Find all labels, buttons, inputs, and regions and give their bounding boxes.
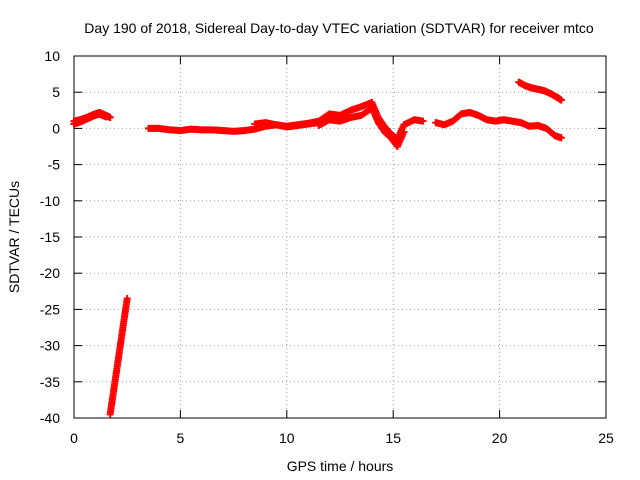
y-tick-label: -5 (48, 157, 61, 173)
x-tick-label: 10 (279, 430, 295, 446)
y-tick-label: -30 (40, 338, 60, 354)
series-segment-1-lower (70, 110, 110, 128)
series-segment-3-upper (515, 78, 565, 104)
data-point (419, 117, 427, 125)
data-point (557, 134, 565, 142)
data-point (400, 128, 408, 136)
x-tick-label: 25 (598, 430, 614, 446)
series-segment-2-lower (315, 104, 408, 150)
y-tick-label: -10 (40, 193, 60, 209)
y-tick-label: -25 (40, 301, 60, 317)
x-axis-label: GPS time / hours (287, 458, 394, 474)
x-tick-label: 0 (70, 430, 78, 446)
x-tick-labels: 0 5 10 15 20 25 (70, 430, 614, 446)
chart-title: Day 190 of 2018, Sidereal Day-to-day VTE… (84, 20, 594, 36)
y-axis-label: SDTVAR / TECUs (6, 181, 22, 293)
x-tick-label: 20 (492, 430, 508, 446)
data-point (557, 96, 565, 104)
data-point (102, 113, 110, 121)
grid (74, 56, 606, 418)
series-segment-3 (432, 108, 565, 142)
y-tick-label: -15 (40, 229, 60, 245)
data-point (123, 295, 131, 303)
series-steep-drop (106, 295, 131, 418)
x-tick-label: 15 (385, 430, 401, 446)
y-tick-labels: 10 5 0 -5 -10 -15 -20 -25 -30 -35 -40 (40, 48, 60, 426)
data-marks (70, 78, 565, 418)
y-tick-label: -40 (40, 410, 60, 426)
axis-ticks (73, 55, 607, 419)
x-tick-label: 5 (177, 430, 185, 446)
y-tick-label: -35 (40, 374, 60, 390)
y-tick-label: 0 (52, 120, 60, 136)
y-tick-label: 5 (52, 84, 60, 100)
y-tick-label: 10 (44, 48, 60, 64)
y-tick-label: -20 (40, 265, 60, 281)
